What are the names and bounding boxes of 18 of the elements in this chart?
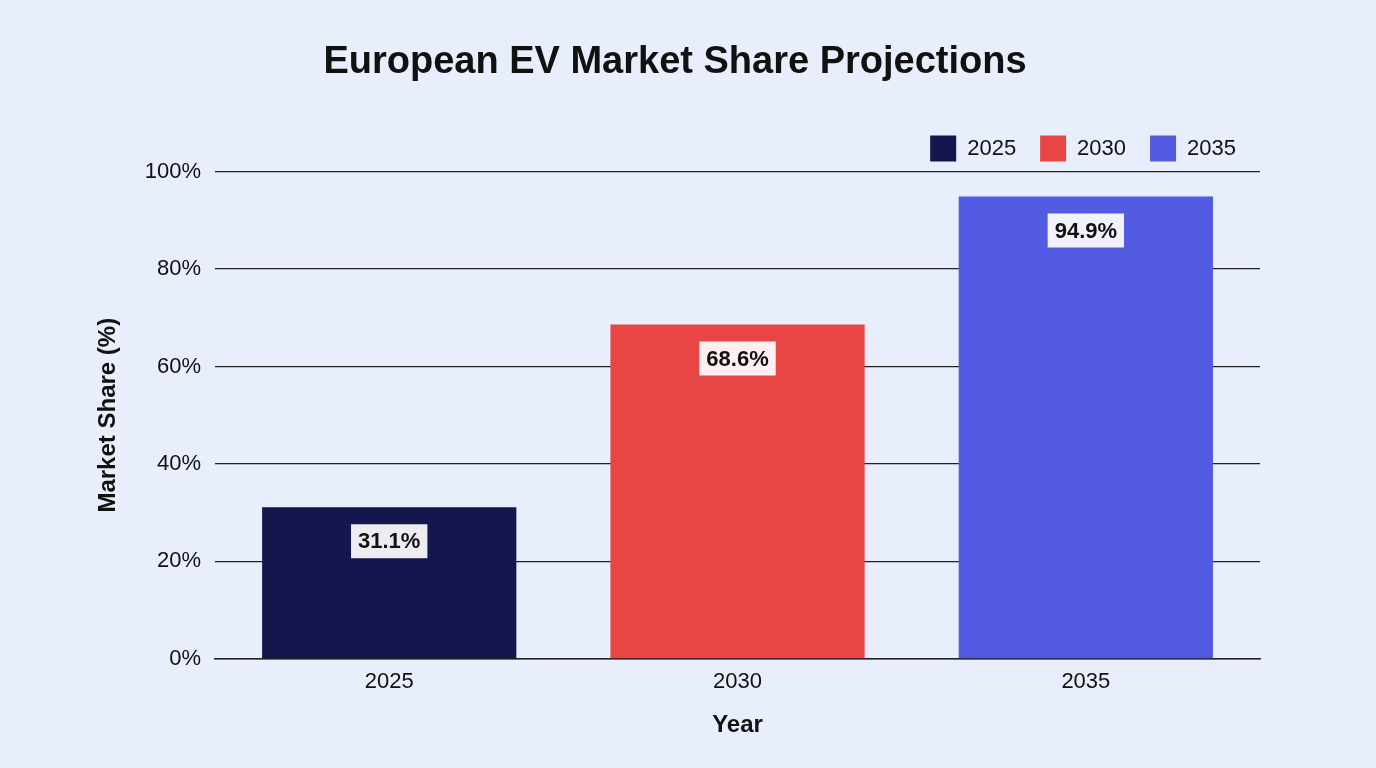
x-tick-label: 2035 <box>1061 668 1111 694</box>
legend-label: 2030 <box>1077 134 1127 160</box>
data-label: 31.1% <box>358 528 421 554</box>
data-label: 94.9% <box>1054 217 1118 243</box>
y-tick-label: 40% <box>157 449 202 475</box>
chart-title: European EV Market Share Projections <box>323 39 1027 82</box>
x-tick-label: 2025 <box>364 668 414 694</box>
legend-label: 2035 <box>1187 134 1237 160</box>
y-tick-label: 20% <box>157 547 202 573</box>
x-axis-title: Year <box>712 710 763 738</box>
y-axis-title: Market Share (%) <box>93 317 121 513</box>
y-tick-label: 0% <box>169 644 202 670</box>
legend-label: 2025 <box>967 134 1017 160</box>
y-tick-label: 100% <box>144 157 202 183</box>
y-tick-label: 80% <box>157 255 202 281</box>
x-tick-label: 2030 <box>713 668 763 694</box>
y-tick-label: 60% <box>157 352 202 378</box>
data-label: 68.6% <box>706 345 769 371</box>
